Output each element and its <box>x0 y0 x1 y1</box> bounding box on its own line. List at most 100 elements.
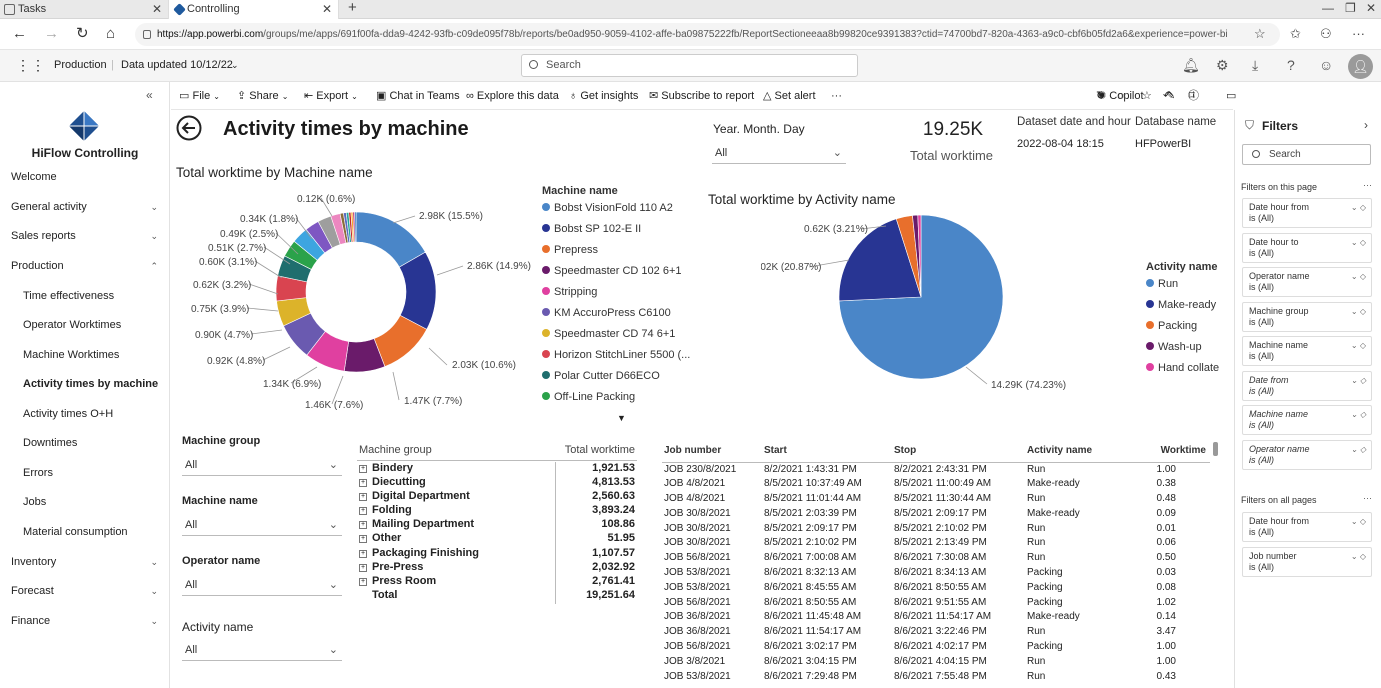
legend-item[interactable]: Polar Cutter D66ECO <box>542 370 660 382</box>
notifications-icon[interactable]: 🔔︎ <box>1182 57 1200 73</box>
sidebar-item-time-effectiveness[interactable]: Time effectiveness <box>0 284 170 308</box>
expand-icon[interactable]: + <box>359 549 367 558</box>
minimize-icon[interactable]: — <box>1322 1 1334 15</box>
copilot-button[interactable]: ✺ Copilot <box>1097 82 1144 110</box>
filter-card[interactable]: Machine name is (All) ⌄ ◇ <box>1242 336 1372 366</box>
filter-card[interactable]: Date hour from is (All) ⌄ ◇ <box>1242 512 1372 542</box>
share-feedback-icon[interactable]: ☺ <box>1319 57 1334 73</box>
sidebar-item-sales-reports[interactable]: Sales reports ⌄ <box>0 224 170 248</box>
more-options-icon[interactable]: ··· <box>1363 493 1372 503</box>
close-tab-icon[interactable]: ✕ <box>321 2 332 16</box>
browser-menu-icon[interactable]: ··· <box>1352 26 1365 41</box>
search-input[interactable]: Search <box>521 54 858 77</box>
download-icon[interactable]: ⤓ <box>1252 57 1259 73</box>
legend-scroll-down-icon[interactable]: ▼ <box>617 413 626 423</box>
favorite-star-icon[interactable]: ☆ <box>1254 26 1266 41</box>
get-insights-button[interactable]: ♁ Get insights <box>569 82 638 110</box>
column-header[interactable]: Stop <box>894 444 917 456</box>
data-updated-label[interactable]: Data updated 10/12/22 <box>121 59 233 71</box>
table-row[interactable]: JOB 53/8/2021 8/6/2021 8:32:13 AM 8/6/2021… <box>662 566 1210 581</box>
home-icon[interactable]: ⌂ <box>106 25 116 42</box>
table-row[interactable]: JOB 56/8/2021 8/6/2021 3:02:17 PM 8/6/2021… <box>662 640 1210 655</box>
edit-icon[interactable]: ✎ <box>1166 90 1176 102</box>
table-row[interactable]: + Digital Department 2,560.63 <box>357 489 637 503</box>
column-header[interactable]: Total worktime <box>564 443 635 456</box>
filter-card[interactable]: Date hour from is (All) ⌄ ◇ <box>1242 198 1372 228</box>
filter-card[interactable]: Date from is (All) ⌄ ◇ <box>1242 370 1372 401</box>
legend-item[interactable]: Speedmaster CD 102 6+1 <box>542 265 682 277</box>
share-menu[interactable]: ⇪ Share ⌄ <box>237 82 288 111</box>
table-row[interactable]: JOB 30/8/2021 8/5/2021 2:10:02 PM 8/5/2021… <box>662 536 1210 551</box>
bookmark-icon[interactable]: ⌑ <box>1189 90 1195 102</box>
browser-tab-tasks[interactable]: Tasks ✕ <box>0 0 168 19</box>
column-header[interactable]: Worktime <box>1160 444 1206 456</box>
table-row[interactable]: JOB 30/8/2021 8/5/2021 2:09:17 PM 8/5/2021… <box>662 521 1210 536</box>
profile-icon[interactable]: ⚇ <box>1320 26 1332 41</box>
activity-pie-chart[interactable]: 14.29K (74.23%) 4.02K (20.87%) 0.62K (3.21… <box>761 215 1141 410</box>
legend-item[interactable]: Prepress <box>542 244 598 256</box>
table-row[interactable]: + Bindery 1,921.53 <box>357 460 637 475</box>
browser-tab-controlling[interactable]: Controlling ✕ <box>168 0 339 19</box>
legend-item[interactable]: Run <box>1146 278 1178 290</box>
sidebar-item-downtimes[interactable]: Downtimes <box>0 431 170 455</box>
chevron-down-icon[interactable]: ⌄ <box>231 60 239 70</box>
slicer-dropdown[interactable]: All ⌄ <box>182 639 342 661</box>
table-row[interactable]: + Packaging Finishing 1,107.57 <box>357 545 637 559</box>
chevron-down-icon[interactable]: ⌄ ◇ <box>1350 237 1366 247</box>
table-row[interactable]: + Folding 3,893.24 <box>357 503 637 517</box>
legend-item[interactable]: Off-Line Packing <box>542 391 635 403</box>
sidebar-item-finance[interactable]: Finance ⌄ <box>0 609 170 633</box>
legend-item[interactable]: Horizon StitchLiner 5500 (... <box>542 349 690 361</box>
chevron-down-icon[interactable]: ⌄ ◇ <box>1350 551 1366 561</box>
sidebar-item-machine-worktimes[interactable]: Machine Worktimes <box>0 343 170 367</box>
sidebar-item-material-consumption[interactable]: Material consumption <box>0 520 170 544</box>
filter-card[interactable]: Operator name is (All) ⌄ ◇ <box>1242 439 1372 470</box>
sidebar-item-welcome[interactable]: Welcome <box>0 165 170 189</box>
chevron-down-icon[interactable]: ⌄ ◇ <box>1350 444 1366 454</box>
info-icon[interactable]: ⓘ <box>1188 90 1199 102</box>
collapse-filters-icon[interactable]: › <box>1364 118 1368 132</box>
file-menu[interactable]: ▭ File ⌄ <box>179 82 220 111</box>
set-alert-button[interactable]: △ Set alert <box>763 82 816 110</box>
chevron-down-icon[interactable]: ⌄ ◇ <box>1350 203 1366 212</box>
table-row[interactable]: JOB 56/8/2021 8/6/2021 7:00:08 AM 8/6/2021… <box>662 551 1210 566</box>
column-header[interactable]: Activity name <box>1027 444 1093 456</box>
column-header[interactable]: Start <box>764 444 787 456</box>
chevron-down-icon[interactable]: ⌄ ◇ <box>1350 375 1366 385</box>
legend-item[interactable]: Bobst SP 102-E II <box>542 223 641 235</box>
refresh-icon[interactable]: ↻ <box>76 25 89 42</box>
sidebar-item-forecast[interactable]: Forecast ⌄ <box>0 579 170 603</box>
close-window-icon[interactable]: ✕ <box>1366 1 1377 15</box>
date-slicer-dropdown[interactable]: All ⌄ <box>712 142 846 164</box>
refresh-visuals-icon[interactable]: ↻ <box>1096 90 1106 102</box>
legend-item[interactable]: Bobst VisionFold 110 A2 <box>542 202 673 214</box>
sidebar-item-operator-worktimes[interactable]: Operator Worktimes <box>0 313 170 337</box>
settings-gear-icon[interactable]: ⚙ <box>1216 57 1229 73</box>
new-tab-button[interactable]: + <box>348 0 357 16</box>
favorite-star-icon[interactable]: ☆ <box>1142 90 1152 102</box>
table-scrollbar[interactable] <box>1213 442 1218 456</box>
table-row[interactable]: JOB 36/8/2021 8/6/2021 11:54:17 AM 8/6/202… <box>662 625 1210 640</box>
legend-item[interactable]: KM AccuroPress C6100 <box>542 307 671 319</box>
filter-card[interactable]: Job number is (All) ⌄ ◇ <box>1242 546 1372 577</box>
workspace-name[interactable]: Production <box>54 59 107 71</box>
pie-slice[interactable] <box>354 211 357 243</box>
expand-icon[interactable]: + <box>359 506 367 515</box>
more-options-icon[interactable]: ··· <box>1363 180 1372 190</box>
table-row[interactable]: JOB 4/8/2021 8/5/2021 10:37:49 AM 8/5/2021… <box>662 477 1210 492</box>
expand-icon[interactable]: + <box>359 478 367 487</box>
view-icon[interactable]: ▭ <box>1226 90 1237 102</box>
forward-icon[interactable]: → <box>44 25 59 42</box>
table-row[interactable]: JOB 56/8/2021 8/6/2021 8:50:55 AM 8/6/2021… <box>662 595 1210 610</box>
slicer-dropdown[interactable]: All ⌄ <box>182 514 342 536</box>
help-icon[interactable]: ? <box>1287 57 1295 73</box>
chat-in-teams-button[interactable]: ▣ Chat in Teams <box>376 82 460 110</box>
table-row[interactable]: + Mailing Department 108.86 <box>357 517 637 531</box>
expand-icon[interactable]: + <box>359 577 367 586</box>
slicer-dropdown[interactable]: All ⌄ <box>182 574 342 596</box>
back-arrow-icon[interactable] <box>176 115 202 141</box>
chevron-down-icon[interactable]: ⌄ ◇ <box>1350 341 1366 350</box>
chevron-down-icon[interactable]: ⌄ ◇ <box>1350 410 1366 419</box>
url-field[interactable]: https://app.powerbi.com/groups/me/apps/6… <box>135 23 1280 46</box>
table-row[interactable]: JOB 3/8/2021 8/6/2021 3:04:15 PM 8/6/2021 … <box>662 654 1210 669</box>
